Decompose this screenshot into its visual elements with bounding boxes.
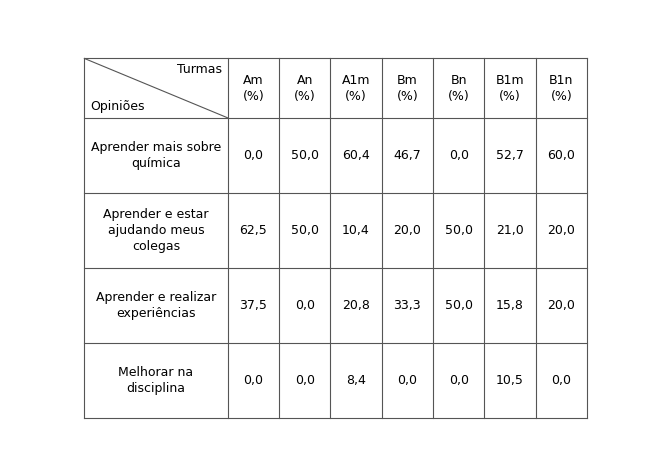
Text: 50,0: 50,0 [445,299,473,312]
Text: 0,0: 0,0 [243,374,263,387]
Text: 50,0: 50,0 [445,224,473,237]
Text: 62,5: 62,5 [240,224,267,237]
Text: 0,0: 0,0 [295,299,314,312]
Text: 0,0: 0,0 [295,374,314,387]
Text: 50,0: 50,0 [291,224,318,237]
Text: 15,8: 15,8 [496,299,524,312]
Text: Aprender e estar
ajudando meus
colegas: Aprender e estar ajudando meus colegas [103,208,209,253]
Text: Turmas: Turmas [177,63,221,76]
Text: B1m
(%): B1m (%) [496,74,524,102]
Text: 20,0: 20,0 [548,224,575,237]
Text: 20,8: 20,8 [342,299,370,312]
Text: 0,0: 0,0 [449,374,468,387]
Text: Melhorar na
disciplina: Melhorar na disciplina [119,366,194,395]
Text: 33,3: 33,3 [394,299,421,312]
Text: 0,0: 0,0 [449,149,468,162]
Text: 10,5: 10,5 [496,374,524,387]
Text: 37,5: 37,5 [239,299,267,312]
Text: 50,0: 50,0 [291,149,318,162]
Text: Aprender mais sobre
química: Aprender mais sobre química [91,141,221,170]
Text: 60,0: 60,0 [548,149,575,162]
Text: 0,0: 0,0 [552,374,571,387]
Text: An
(%): An (%) [293,74,316,102]
Text: B1n
(%): B1n (%) [549,74,574,102]
Text: Bm
(%): Bm (%) [396,74,418,102]
Text: 46,7: 46,7 [394,149,421,162]
Text: 0,0: 0,0 [243,149,263,162]
Text: Opiniões: Opiniões [90,101,145,113]
Text: 20,0: 20,0 [394,224,421,237]
Text: Bn
(%): Bn (%) [448,74,470,102]
Text: Am
(%): Am (%) [242,74,264,102]
Text: Aprender e realizar
experiências: Aprender e realizar experiências [96,291,216,320]
Text: A1m
(%): A1m (%) [342,74,370,102]
Text: 52,7: 52,7 [496,149,524,162]
Text: 60,4: 60,4 [342,149,370,162]
Text: 20,0: 20,0 [548,299,575,312]
Text: 8,4: 8,4 [346,374,366,387]
Text: 0,0: 0,0 [398,374,417,387]
Text: 10,4: 10,4 [342,224,370,237]
Text: 21,0: 21,0 [496,224,524,237]
